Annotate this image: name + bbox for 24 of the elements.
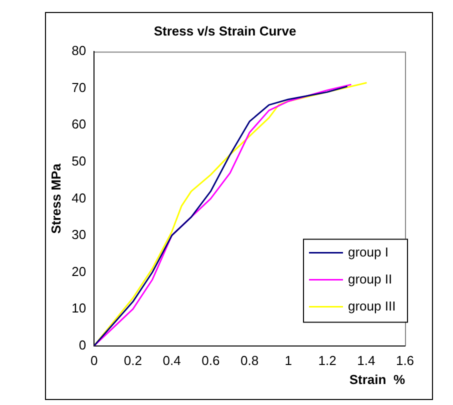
y-axis-title: Stress MPa — [48, 162, 64, 234]
legend-label: group I — [348, 244, 388, 260]
x-tick-label: 0 — [90, 353, 98, 368]
y-tick-label: 0 — [78, 337, 86, 352]
x-tick-label: 1.6 — [396, 353, 414, 368]
x-tick-label: 0.6 — [202, 353, 220, 368]
y-tick-label: 30 — [72, 227, 86, 242]
y-tick-label: 20 — [72, 264, 86, 279]
x-tick-label: 1.2 — [318, 353, 336, 368]
y-tick-label: 80 — [72, 43, 86, 58]
y-tick-label: 60 — [72, 116, 86, 132]
x-axis-title: Strain % — [349, 372, 406, 387]
chart-title: Stress v/s Strain Curve — [154, 23, 296, 38]
y-tick-label: 40 — [72, 190, 86, 206]
x-tick-label: 1.4 — [357, 353, 376, 368]
x-tick-label: 1 — [284, 353, 292, 368]
x-tick-label: 0.2 — [124, 353, 142, 368]
y-tick-label: 50 — [72, 154, 86, 169]
y-tick-label: 70 — [72, 80, 86, 95]
legend-label: group II — [348, 271, 392, 286]
legend-label: group III — [348, 298, 396, 314]
y-tick-label: 10 — [72, 300, 86, 316]
x-tick-label: 0.8 — [240, 353, 259, 368]
x-tick-label: 0.4 — [162, 353, 181, 368]
